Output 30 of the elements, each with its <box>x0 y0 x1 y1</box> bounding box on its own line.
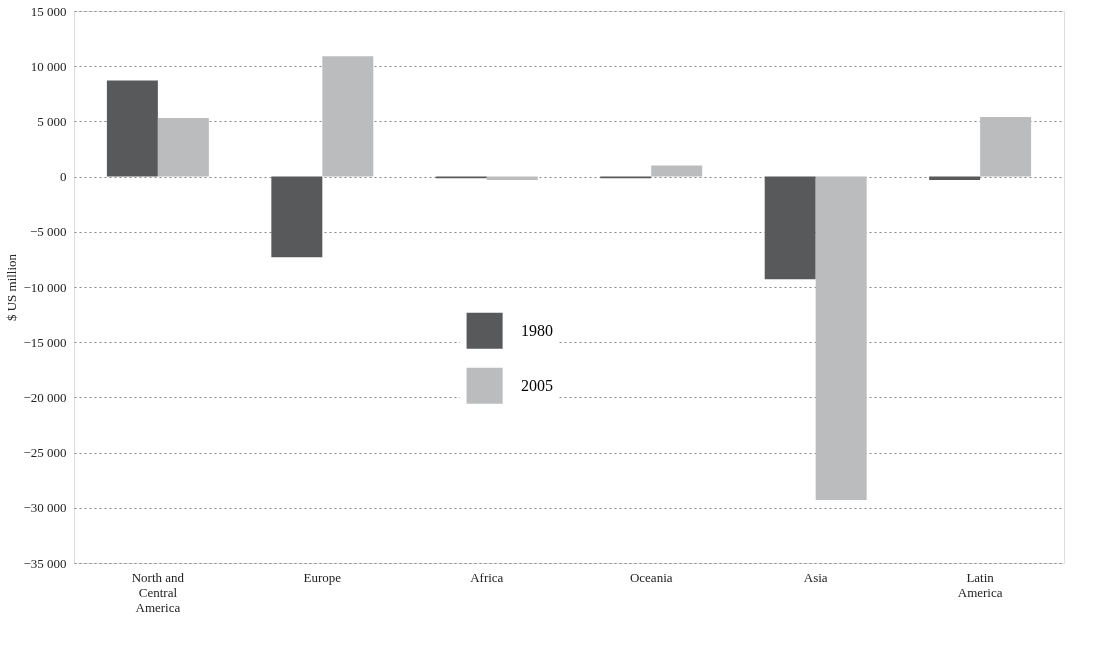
bar <box>106 80 158 177</box>
bar <box>764 176 816 280</box>
x-tick-label: Europe <box>303 569 342 585</box>
legend-label: 1980 <box>521 321 554 339</box>
y-tick-label: −35 000 <box>23 555 67 571</box>
y-tick-label: 5 000 <box>37 113 67 129</box>
y-tick-label: −20 000 <box>23 389 67 405</box>
x-tick-label: Latin America <box>957 569 1003 600</box>
y-tick-label: 15 000 <box>30 3 67 19</box>
y-tick-label: −15 000 <box>23 334 67 350</box>
y-tick-label: 10 000 <box>30 58 67 74</box>
bar <box>980 116 1032 177</box>
x-tick-label: Oceania <box>629 569 673 585</box>
y-tick-label: 0 <box>60 169 67 185</box>
y-tick-label: −25 000 <box>23 445 67 461</box>
bar <box>157 118 209 177</box>
x-tick-label: Asia <box>803 569 828 585</box>
y-tick-label: −30 000 <box>23 500 67 516</box>
y-tick-label: −10 000 <box>23 279 67 295</box>
x-tick-label: North and Central America <box>131 569 185 615</box>
y-tick-label: −5 000 <box>29 224 67 240</box>
x-tick-label: Africa <box>470 569 504 585</box>
y-axis-title: $ US million <box>4 253 20 322</box>
bar <box>929 176 981 180</box>
bar <box>271 176 323 258</box>
bar <box>486 176 538 180</box>
bar <box>651 165 703 177</box>
legend-label: 2005 <box>521 376 554 394</box>
bar <box>815 176 867 501</box>
bar <box>322 56 374 177</box>
